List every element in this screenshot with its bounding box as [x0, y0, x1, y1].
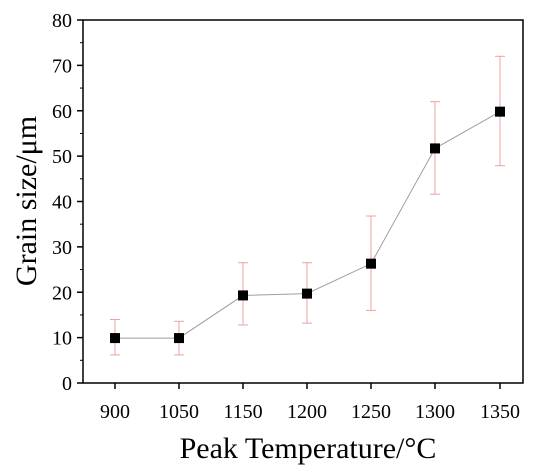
data-point: [174, 333, 184, 344]
x-axis: 900 1050 1150 1200 1250 1300 1350: [100, 383, 520, 423]
data-point: [110, 333, 120, 344]
x-tick-label: 1350: [480, 401, 520, 423]
y-tick-label: 0: [62, 373, 72, 395]
y-tick-label: 30: [52, 237, 72, 259]
data-point: [302, 288, 312, 299]
y-tick-label: 10: [52, 328, 72, 350]
y-axis-title: Grain size/μm: [10, 116, 43, 286]
x-tick-label: 1050: [159, 401, 199, 423]
data-point: [495, 106, 505, 117]
x-tick-label: 1150: [223, 401, 262, 423]
x-axis-title: Peak Temperature/°C: [180, 432, 437, 465]
data-point: [430, 143, 440, 154]
x-tick-label: 900: [100, 401, 130, 423]
x-tick-label: 1250: [351, 401, 391, 423]
y-axis: 0 10 20 30 40 50 60 70 80: [52, 10, 83, 395]
y-tick-label: 50: [52, 146, 72, 168]
y-tick-label: 40: [52, 192, 72, 214]
plot-area: [110, 55, 505, 356]
x-tick-label: 1200: [287, 401, 327, 423]
x-tick-label: 1300: [415, 401, 455, 423]
y-tick-label: 80: [52, 10, 72, 32]
y-tick-label: 20: [52, 282, 72, 304]
plot-frame: [82, 19, 524, 384]
y-tick-label: 60: [52, 101, 72, 123]
y-tick-label: 70: [52, 55, 72, 77]
data-point: [238, 290, 248, 301]
data-point: [366, 258, 376, 269]
